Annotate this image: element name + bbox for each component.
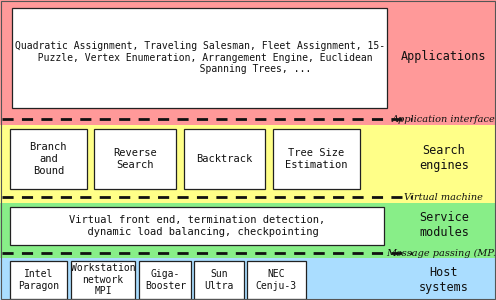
Bar	[0, 202, 496, 247]
FancyBboxPatch shape	[94, 129, 176, 189]
Text: Backtrack: Backtrack	[196, 154, 252, 164]
Text: Reverse
Search: Reverse Search	[113, 148, 157, 170]
FancyBboxPatch shape	[194, 261, 244, 298]
Text: Message passing (MPI): Message passing (MPI)	[386, 249, 496, 258]
Bar	[0, 192, 496, 202]
Text: Application interface: Application interface	[392, 116, 496, 124]
Text: Tree Size
Estimation: Tree Size Estimation	[285, 148, 348, 170]
FancyBboxPatch shape	[139, 261, 191, 298]
Text: Sun
Ultra: Sun Ultra	[204, 269, 234, 290]
Text: Service
modules: Service modules	[419, 211, 469, 239]
Bar	[0, 0, 496, 114]
FancyBboxPatch shape	[273, 129, 360, 189]
Text: Quadratic Assignment, Traveling Salesman, Fleet Assignment, 15-
  Puzzle, Vertex: Quadratic Assignment, Traveling Salesman…	[14, 41, 385, 74]
Bar	[0, 114, 496, 124]
FancyBboxPatch shape	[247, 261, 306, 298]
Text: Branch
and
Bound: Branch and Bound	[30, 142, 67, 176]
FancyBboxPatch shape	[10, 207, 384, 244]
Bar	[0, 124, 496, 192]
FancyBboxPatch shape	[12, 8, 387, 108]
FancyBboxPatch shape	[10, 261, 67, 298]
Text: Workstation
network
MPI: Workstation network MPI	[71, 263, 135, 296]
Bar	[0, 248, 496, 258]
Text: Search
engines: Search engines	[419, 144, 469, 172]
Bar	[0, 258, 496, 300]
Text: NEC
Cenju-3: NEC Cenju-3	[256, 269, 297, 290]
FancyBboxPatch shape	[10, 129, 87, 189]
Text: Virtual machine: Virtual machine	[404, 194, 484, 202]
Text: Virtual front end, termination detection,
  dynamic load balancing, checkpointin: Virtual front end, termination detection…	[69, 215, 325, 236]
Text: Applications: Applications	[401, 50, 487, 64]
FancyBboxPatch shape	[71, 261, 135, 298]
Text: Intel
Paragon: Intel Paragon	[18, 269, 59, 290]
Text: Host
systems: Host systems	[419, 266, 469, 294]
Text: Giga-
Booster: Giga- Booster	[145, 269, 186, 290]
FancyBboxPatch shape	[184, 129, 265, 189]
